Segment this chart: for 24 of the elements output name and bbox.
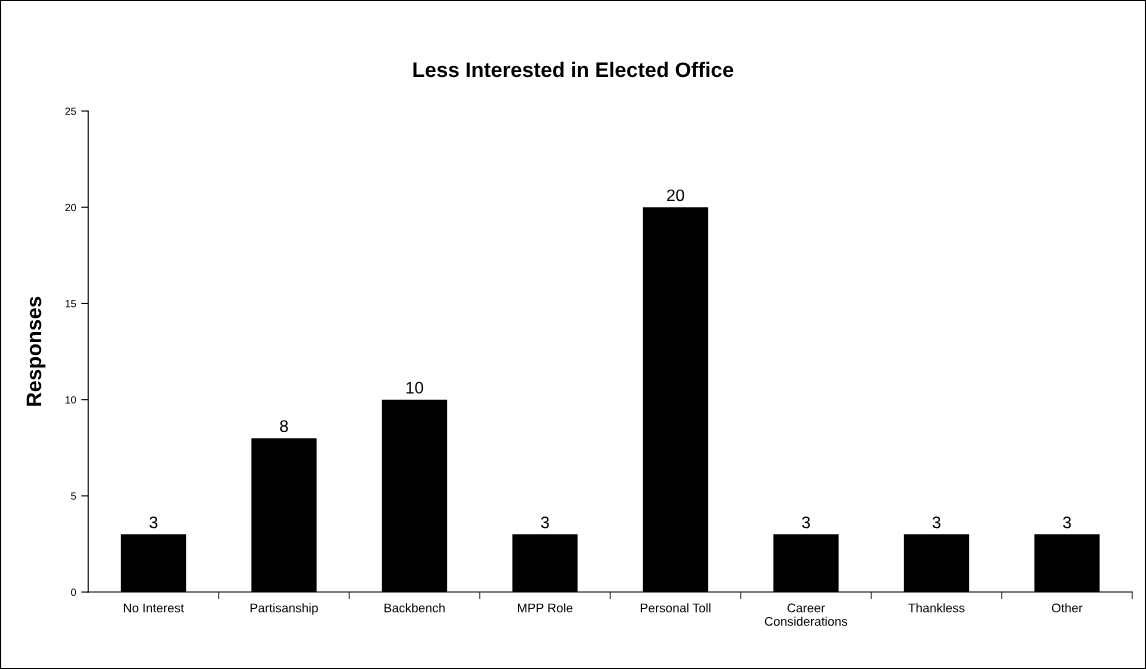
x-tick-label: No Interest — [123, 603, 184, 613]
data-label: 3 — [932, 516, 941, 529]
x-tick-label: Career Considerations — [764, 603, 848, 626]
data-label: 10 — [406, 381, 424, 394]
x-tick-label: Backbench — [384, 603, 445, 613]
y-tick-label: 0 — [71, 588, 77, 596]
data-label: 3 — [149, 516, 158, 529]
y-tick-label: 10 — [65, 396, 77, 404]
data-label: 8 — [280, 420, 288, 433]
data-label: 20 — [667, 189, 685, 202]
y-tick-label: 25 — [65, 107, 76, 115]
data-label: 3 — [802, 516, 810, 529]
data-label: 3 — [541, 516, 549, 529]
x-tick-label: MPP Role — [518, 603, 573, 613]
x-tick-label: Personal Toll — [640, 603, 711, 613]
y-axis-title: Responses — [26, 296, 46, 406]
data-label: 3 — [1063, 516, 1071, 529]
y-tick-label: 20 — [65, 203, 77, 212]
x-tick-label: Other — [1051, 603, 1083, 613]
x-tick-label: Thankless — [908, 603, 965, 613]
y-tick-label: 5 — [71, 492, 76, 500]
y-tick-label: 15 — [65, 300, 76, 308]
chart-title: Less Interested in Elected Office — [413, 61, 734, 78]
x-tick-label: Partisanship — [250, 603, 318, 615]
